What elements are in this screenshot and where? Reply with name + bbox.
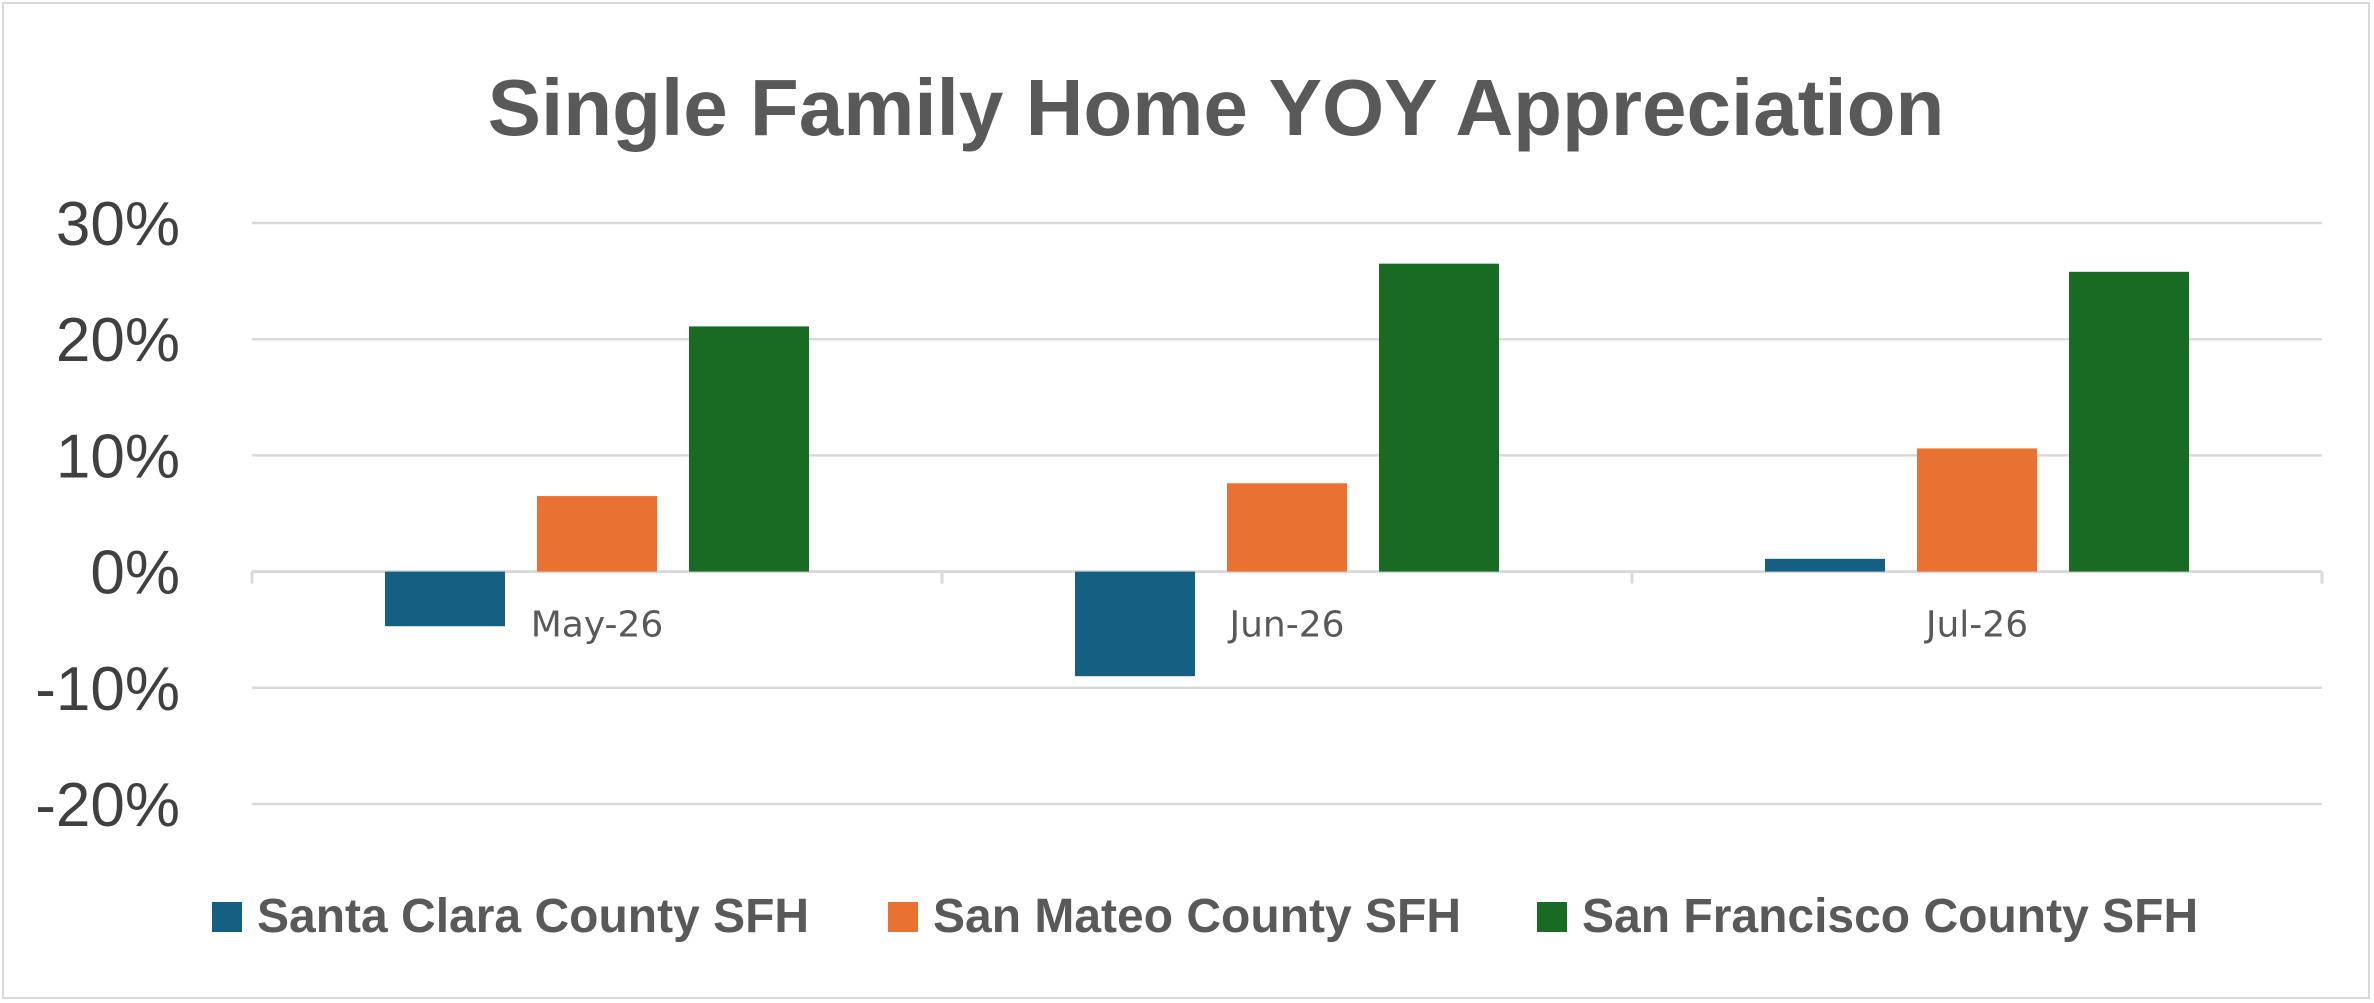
bar	[1379, 263, 1499, 572]
legend-swatch	[888, 902, 918, 932]
x-category-label: Jul-26	[1924, 605, 2028, 646]
category-labels: May-26 Jun-26 Jul-26	[531, 605, 2028, 646]
bar	[537, 496, 657, 572]
legend: Santa Clara County SFH San Mateo County S…	[212, 890, 2198, 943]
y-tick-label: 0%	[90, 539, 180, 608]
y-axis-tick-labels: 30% 20% 10% 0% -10% -20%	[35, 190, 180, 840]
chart-title: Single Family Home YOY Appreciation	[488, 63, 1945, 152]
legend-label: San Francisco County SFH	[1582, 890, 2198, 943]
x-category-label: May-26	[531, 605, 664, 646]
legend-label: San Mateo County SFH	[933, 890, 1461, 943]
gridlines	[252, 221, 2322, 806]
y-tick-label: 20%	[56, 306, 180, 375]
bars	[385, 263, 2189, 677]
x-category-label: Jun-26	[1227, 605, 1344, 646]
legend-swatch	[212, 902, 242, 932]
bar	[689, 326, 809, 572]
bar	[2069, 271, 2189, 572]
legend-label: Santa Clara County SFH	[257, 890, 809, 943]
bar	[385, 571, 505, 627]
y-tick-label: -20%	[35, 771, 180, 840]
bar	[1227, 483, 1347, 572]
bar	[1765, 558, 1885, 572]
x-axis	[250, 570, 2324, 584]
bar	[1917, 448, 2037, 572]
legend-swatch	[1537, 902, 1567, 932]
y-tick-label: -10%	[35, 655, 180, 724]
y-tick-label: 30%	[56, 190, 180, 259]
bar	[1075, 571, 1195, 677]
y-tick-label: 10%	[56, 422, 180, 491]
